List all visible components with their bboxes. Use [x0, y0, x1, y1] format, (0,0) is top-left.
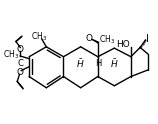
Text: I: I: [146, 34, 149, 44]
Text: CH$_3$: CH$_3$: [3, 49, 19, 61]
Text: CH$_3$: CH$_3$: [31, 30, 47, 43]
Text: HO: HO: [116, 40, 130, 49]
Text: $\bar{H}$: $\bar{H}$: [76, 58, 85, 70]
Text: O: O: [85, 34, 93, 43]
Text: C: C: [17, 59, 23, 68]
Text: $\bar{H}$: $\bar{H}$: [110, 58, 119, 70]
Text: O: O: [16, 68, 23, 77]
Text: CH$_3$: CH$_3$: [99, 33, 115, 46]
Text: O: O: [17, 45, 24, 54]
Text: H: H: [95, 60, 101, 68]
